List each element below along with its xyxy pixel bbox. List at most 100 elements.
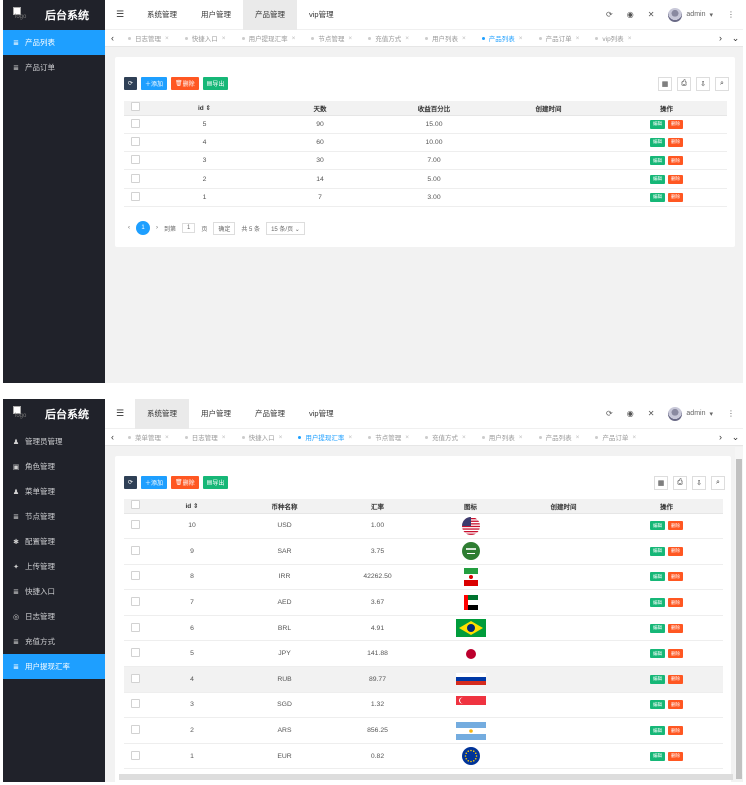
row-checkbox[interactable] — [124, 133, 146, 153]
page-tab[interactable]: 节点管理 × — [303, 33, 360, 43]
tabs-prev-icon[interactable]: ‹ — [111, 432, 114, 442]
fullscreen-icon[interactable]: ✕ — [647, 409, 655, 418]
table-row[interactable]: 6 BRL 4.91 编辑 删除 — [124, 615, 723, 642]
tabs-prev-icon[interactable]: ‹ — [111, 33, 114, 43]
sidebar-item[interactable]: ✦ 上传管理 — [3, 554, 105, 579]
table-row[interactable]: 1 7 3.00 编辑 删除 — [124, 188, 727, 207]
table-row[interactable]: 2 ARS 856.25 编辑 删除 — [124, 717, 723, 744]
page-tab[interactable]: 菜单管理 × — [120, 432, 177, 442]
table-row[interactable]: 9 SAR 3.75 编辑 删除 — [124, 538, 723, 565]
sidebar-item[interactable]: ≣ 快捷入口 — [3, 579, 105, 604]
close-icon[interactable]: × — [221, 433, 226, 441]
print-icon[interactable]: ⎙ — [673, 476, 687, 490]
row-delete-button[interactable]: 删除 — [668, 546, 683, 556]
row-checkbox[interactable] — [124, 115, 146, 134]
prev-page-icon[interactable]: ‹ — [128, 225, 130, 231]
add-button[interactable]: ＋添加 — [141, 476, 168, 489]
page-tab[interactable]: 充值方式 × — [360, 33, 417, 43]
next-page-icon[interactable]: › — [156, 225, 158, 231]
menu-toggle-icon[interactable]: ☰ — [115, 9, 125, 19]
current-page[interactable]: 1 — [136, 221, 150, 235]
edit-button[interactable]: 编辑 — [650, 623, 665, 633]
close-icon[interactable]: × — [575, 34, 580, 42]
row-checkbox[interactable] — [124, 513, 146, 540]
page-tab[interactable]: 产品列表 × — [474, 33, 531, 43]
top-nav-item[interactable]: 系统管理 — [147, 10, 177, 19]
page-tab[interactable]: 用户列表 × — [417, 33, 474, 43]
top-nav-item[interactable]: 产品管理 — [255, 409, 285, 418]
row-checkbox[interactable] — [124, 717, 146, 744]
page-tab[interactable]: 用户提现汇率 × — [234, 33, 304, 43]
search-icon[interactable]: ⌕ — [715, 77, 729, 91]
table-row[interactable]: 10 USD 1.00 编辑 删除 — [124, 513, 723, 540]
sidebar-item[interactable]: ≣ 产品订单 — [3, 55, 105, 80]
edit-button[interactable]: 编辑 — [650, 649, 665, 659]
delete-button[interactable]: 🗑 删除 — [171, 476, 199, 489]
top-nav-item[interactable]: vip管理 — [309, 409, 334, 418]
sidebar-item[interactable]: ≣ 产品列表 — [3, 30, 105, 55]
edit-button[interactable]: 编辑 — [650, 137, 665, 147]
page-tab[interactable]: 快捷入口 × — [234, 432, 291, 442]
edit-button[interactable]: 编辑 — [650, 726, 665, 736]
theme-icon[interactable]: ◉ — [626, 409, 634, 418]
close-icon[interactable]: × — [405, 34, 409, 42]
close-icon[interactable]: × — [632, 433, 637, 441]
row-checkbox[interactable] — [124, 589, 146, 616]
header-id[interactable]: id ⇕ — [146, 499, 238, 514]
tabs-next-icon[interactable]: › — [719, 32, 722, 43]
table-row[interactable]: 4 RUB 89.77 编辑 删除 — [124, 666, 723, 693]
horizontal-scrollbar[interactable] — [119, 774, 733, 780]
row-delete-button[interactable]: 删除 — [668, 623, 683, 633]
page-tab[interactable]: 日志管理 × — [177, 432, 234, 442]
page-tab[interactable]: vip列表 × — [587, 33, 639, 43]
sidebar-item[interactable]: ♟ 菜单管理 — [3, 479, 105, 504]
row-checkbox[interactable] — [124, 640, 146, 668]
table-row[interactable]: 8 IRR 42262.50 编辑 删除 — [124, 564, 723, 591]
sidebar-item[interactable]: ✱ 配置管理 — [3, 529, 105, 554]
row-checkbox[interactable] — [124, 169, 146, 189]
more-icon[interactable]: ⋮ — [727, 10, 735, 19]
page-tab[interactable]: 日志管理 × — [120, 33, 177, 43]
row-checkbox[interactable] — [124, 564, 146, 591]
edit-button[interactable]: 编辑 — [650, 572, 665, 582]
page-tab[interactable]: 产品列表 × — [531, 432, 588, 442]
edit-button[interactable]: 编辑 — [650, 521, 665, 531]
page-tab[interactable]: 产品订单 × — [531, 33, 588, 43]
close-icon[interactable]: × — [348, 433, 353, 441]
table-row[interactable]: 5 JPY 141.88 编辑 删除 — [124, 640, 723, 668]
sidebar-item[interactable]: ◎ 日志管理 — [3, 604, 105, 629]
app-logo[interactable]: logo 后台系统 — [3, 399, 105, 429]
table-row[interactable]: 5 90 15.00 编辑 删除 — [124, 115, 727, 134]
edit-button[interactable]: 编辑 — [650, 700, 665, 710]
tabs-menu-icon[interactable]: ⌄ — [731, 431, 740, 442]
add-button[interactable]: ＋添加 — [141, 77, 168, 90]
header-id[interactable]: id ⇕ — [146, 101, 263, 116]
table-row[interactable]: 3 SGD 1.32 编辑 删除 — [124, 692, 723, 719]
sidebar-item[interactable]: ≣ 用户提现汇率 — [3, 654, 105, 679]
per-page-select[interactable]: 15 条/页 ⌄ — [266, 221, 305, 235]
table-row[interactable]: 2 14 5.00 编辑 删除 — [124, 169, 727, 189]
top-nav-item[interactable]: 用户管理 — [201, 10, 231, 19]
row-delete-button[interactable]: 删除 — [668, 174, 683, 184]
search-icon[interactable]: ⌕ — [711, 476, 725, 490]
row-checkbox[interactable] — [124, 188, 146, 207]
close-icon[interactable]: × — [278, 433, 283, 441]
row-delete-button[interactable]: 删除 — [668, 572, 683, 582]
row-delete-button[interactable]: 删除 — [668, 649, 683, 659]
page-tab[interactable]: 充值方式 × — [417, 432, 474, 442]
close-icon[interactable]: × — [461, 34, 466, 42]
row-delete-button[interactable]: 删除 — [668, 598, 683, 608]
page-tab[interactable]: 快捷入口 × — [177, 33, 234, 43]
row-delete-button[interactable]: 删除 — [668, 156, 683, 166]
top-nav-item[interactable]: 产品管理 — [243, 0, 297, 30]
export-button[interactable]: ▤ 导出 — [202, 77, 229, 90]
edit-button[interactable]: 编辑 — [650, 156, 665, 166]
top-nav-item[interactable]: 用户管理 — [201, 409, 231, 418]
columns-icon[interactable]: ▦ — [658, 77, 672, 91]
top-nav-item[interactable]: vip管理 — [309, 10, 334, 19]
edit-button[interactable]: 编辑 — [650, 674, 665, 684]
user-menu[interactable]: admin ▾ — [668, 406, 713, 421]
close-icon[interactable]: × — [291, 34, 296, 42]
fullscreen-icon[interactable]: ✕ — [647, 10, 655, 19]
close-icon[interactable]: × — [221, 34, 226, 42]
